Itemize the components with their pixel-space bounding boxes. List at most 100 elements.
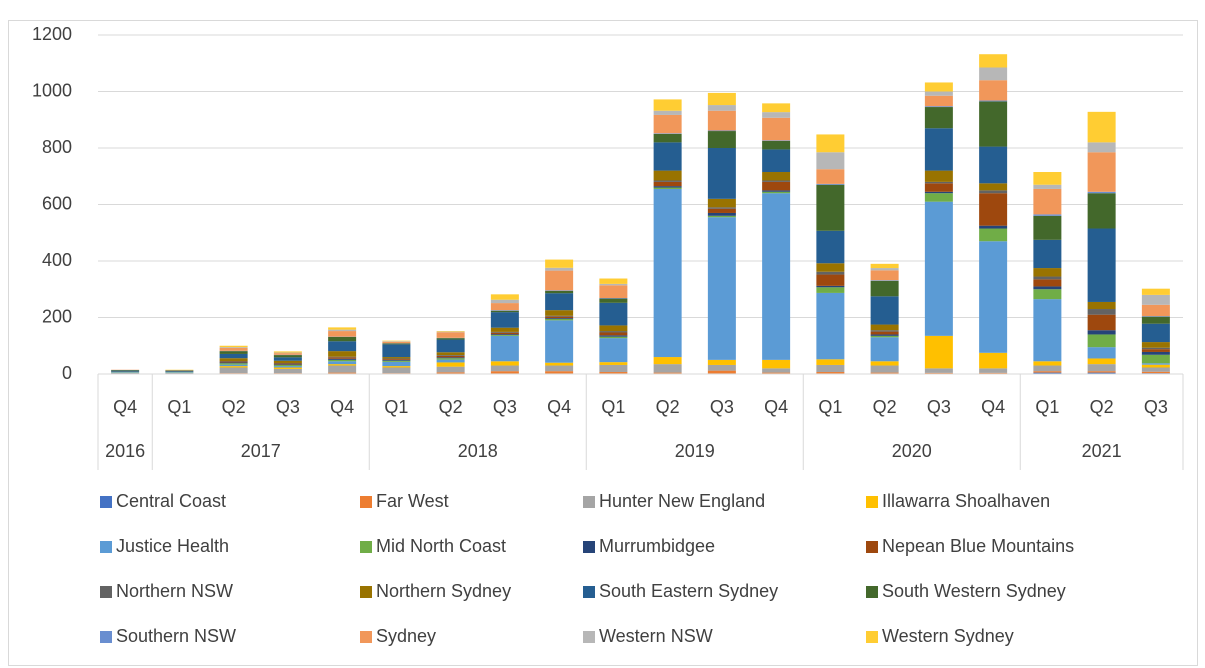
bar-segment bbox=[924, 170, 953, 182]
x-tick-label: Q4 bbox=[113, 397, 137, 417]
bar-segment bbox=[870, 263, 899, 269]
x-tick-label: Q2 bbox=[222, 397, 246, 417]
bar-segment bbox=[707, 105, 736, 111]
bar-segment bbox=[599, 364, 628, 373]
bar-segment bbox=[1087, 314, 1116, 331]
bar-segment bbox=[979, 190, 1008, 194]
bar-segment bbox=[328, 372, 357, 374]
bar-segment bbox=[490, 310, 519, 311]
bar-segment bbox=[707, 359, 736, 365]
bar-segment bbox=[436, 332, 465, 338]
bar-segment bbox=[1033, 184, 1062, 189]
bar-segment bbox=[653, 181, 682, 187]
bar-segment bbox=[653, 364, 682, 373]
bar-segment bbox=[382, 359, 411, 360]
bar-segment bbox=[1033, 268, 1062, 277]
bar-segment bbox=[1141, 347, 1170, 350]
bar-segment bbox=[436, 358, 465, 360]
bar-segment bbox=[816, 359, 845, 365]
bar-segment bbox=[165, 370, 194, 372]
bar-segment bbox=[1087, 371, 1116, 373]
bar-segment bbox=[816, 364, 845, 373]
bar-segment bbox=[1087, 111, 1116, 143]
bar-segment bbox=[762, 359, 791, 369]
bar-segment bbox=[816, 152, 845, 170]
bar-segment bbox=[870, 268, 899, 271]
bar-segment bbox=[273, 366, 302, 368]
legend-marker bbox=[360, 541, 372, 553]
y-tick-label: 400 bbox=[42, 250, 72, 270]
bar-segment bbox=[762, 117, 791, 141]
y-tick-label: 1000 bbox=[32, 80, 72, 100]
bar-segment bbox=[1033, 188, 1062, 215]
y-tick-label: 200 bbox=[42, 306, 72, 326]
bar-segment bbox=[436, 338, 465, 340]
bar-segment bbox=[328, 356, 357, 358]
bar-segment bbox=[436, 355, 465, 358]
bar-segment bbox=[599, 331, 628, 333]
year-label: 2016 bbox=[105, 441, 145, 461]
bar-segment bbox=[599, 372, 628, 374]
bar-segment bbox=[1141, 323, 1170, 343]
bar-segment bbox=[979, 100, 1008, 102]
bar-segment bbox=[1087, 191, 1116, 194]
legend-marker bbox=[583, 496, 595, 508]
bar-segment bbox=[436, 331, 465, 333]
bar-segment bbox=[490, 334, 519, 336]
bar-segment bbox=[1141, 316, 1170, 324]
bar-segment bbox=[816, 274, 845, 286]
bar-segment bbox=[1141, 294, 1170, 305]
bar-segment bbox=[599, 338, 628, 363]
x-tick-label: Q1 bbox=[601, 397, 625, 417]
bar-segment bbox=[870, 270, 899, 281]
bar-segment bbox=[1087, 347, 1116, 359]
bar-segment bbox=[219, 358, 248, 362]
bar-segment bbox=[111, 370, 140, 371]
bar-segment bbox=[816, 372, 845, 374]
bar-segment bbox=[599, 302, 628, 326]
bar-segment bbox=[545, 318, 574, 319]
legend-marker bbox=[100, 496, 112, 508]
bar-segment bbox=[1033, 365, 1062, 372]
bar-segment bbox=[1087, 358, 1116, 365]
bar-segment bbox=[111, 370, 140, 372]
bar-segment bbox=[870, 365, 899, 373]
bar-segment bbox=[816, 271, 845, 275]
bar-segment bbox=[707, 370, 736, 374]
bar-segment bbox=[490, 331, 519, 333]
bar-segment bbox=[382, 366, 411, 368]
bar-segment bbox=[653, 170, 682, 181]
bar-segment bbox=[436, 366, 465, 373]
bar-segment bbox=[1141, 371, 1170, 374]
bar-segment bbox=[599, 285, 628, 299]
bar-segment bbox=[545, 270, 574, 291]
bar-segment bbox=[870, 335, 899, 338]
bar-segment bbox=[1087, 193, 1116, 229]
bar-segment bbox=[816, 183, 845, 185]
bar-segment bbox=[382, 361, 411, 367]
bar-segment bbox=[924, 201, 953, 336]
bar-segment bbox=[328, 331, 357, 337]
x-tick-label: Q1 bbox=[384, 397, 408, 417]
year-label: 2017 bbox=[241, 441, 281, 461]
bar-segment bbox=[219, 367, 248, 374]
bar-segment bbox=[1087, 152, 1116, 192]
bar-segment bbox=[599, 335, 628, 337]
bar-segment bbox=[653, 187, 682, 189]
bar-segment bbox=[924, 107, 953, 129]
bar-segment bbox=[599, 278, 628, 284]
bar-segment bbox=[273, 357, 302, 361]
bar-segment bbox=[1033, 361, 1062, 366]
bar-segment bbox=[762, 149, 791, 173]
bar-segment bbox=[599, 283, 628, 286]
bar-segment bbox=[219, 353, 248, 359]
bar-segment bbox=[436, 339, 465, 353]
legend-label: Murrumbidgee bbox=[599, 536, 715, 556]
bar-segment bbox=[1033, 214, 1062, 216]
bar-segment bbox=[979, 372, 1008, 374]
bar-segment bbox=[816, 134, 845, 153]
bar-segment bbox=[653, 142, 682, 171]
bar-segment bbox=[707, 208, 736, 213]
bar-segment bbox=[599, 336, 628, 339]
bar-segment bbox=[436, 355, 465, 356]
